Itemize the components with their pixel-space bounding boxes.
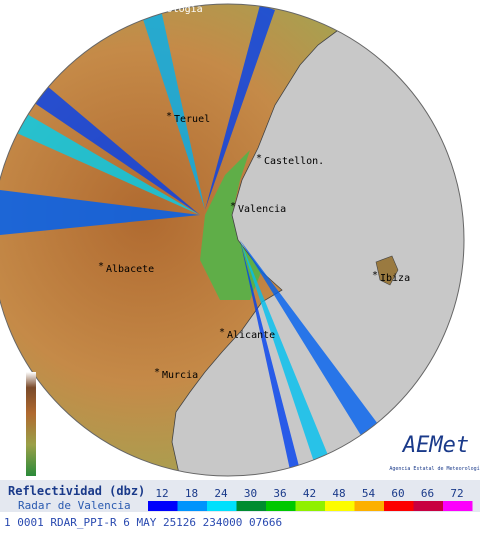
orography-tick: 1000 — [5, 409, 24, 418]
orography-tick: >2500 — [0, 371, 24, 380]
orography-tick: 1500 — [5, 396, 24, 405]
scale-label: 30 — [244, 487, 257, 500]
city-label: Murcia — [162, 370, 198, 381]
orography-tick: 400 — [10, 446, 25, 455]
scale-swatch — [148, 501, 178, 511]
scale-swatch — [354, 501, 384, 511]
city-marker: * — [154, 367, 160, 378]
city-label: Alicante — [227, 330, 275, 341]
city-marker: * — [256, 153, 262, 164]
legend-subtitle: Radar de Valencia — [18, 499, 131, 512]
scale-label: 54 — [362, 487, 376, 500]
orography-title: Orografía (m) — [38, 392, 47, 455]
scale-label: 36 — [273, 487, 286, 500]
city-label: Teruel — [174, 114, 210, 125]
city-label: Albacete — [106, 264, 154, 275]
scale-label: 24 — [214, 487, 228, 500]
scale-label: 48 — [332, 487, 345, 500]
scale-label: 18 — [185, 487, 198, 500]
copyright: © Agencia Estatal de Meteorología — [4, 3, 203, 15]
orography-tick: 600 — [10, 434, 25, 443]
scale-swatch — [295, 501, 325, 511]
city-label: Valencia — [238, 204, 286, 215]
scale-swatch — [443, 501, 473, 511]
logo-subtitle: Agencia Estatal de Meteorología — [389, 465, 480, 472]
scale-swatch — [236, 501, 266, 511]
logo-box — [392, 424, 480, 480]
scale-swatch — [384, 501, 414, 511]
scale-label: 66 — [421, 487, 434, 500]
legend-title: Reflectividad (dbz) — [8, 484, 145, 498]
scale-swatch — [207, 501, 237, 511]
city-label: Ibiza — [380, 273, 410, 284]
city-marker: * — [372, 270, 378, 281]
scale-label: 42 — [303, 487, 316, 500]
orography-tick: 200 — [10, 459, 25, 468]
scale-swatch — [325, 501, 355, 511]
orography-tick: 800 — [10, 421, 25, 430]
scale-swatch — [266, 501, 296, 511]
status-bg — [0, 512, 480, 530]
city-marker: * — [230, 201, 236, 212]
scale-label: 60 — [391, 487, 404, 500]
city-marker: * — [219, 327, 225, 338]
status-line: 1 0001 RDAR_PPI-R 6 MAY 25126 234000 076… — [4, 516, 282, 529]
orography-tick: 2000 — [5, 384, 24, 393]
scale-label: 12 — [155, 487, 168, 500]
scale-swatch — [413, 501, 443, 511]
orography-tick: 0 — [19, 471, 24, 480]
city-label: Castellon. — [264, 156, 324, 167]
radar-area — [0, 4, 464, 476]
logo-name: AEMet — [401, 433, 469, 458]
city-marker: * — [166, 111, 172, 122]
orography-bar — [26, 372, 36, 476]
city-marker: * — [98, 261, 104, 272]
scale-label: 72 — [450, 487, 463, 500]
scale-swatch — [177, 501, 207, 511]
